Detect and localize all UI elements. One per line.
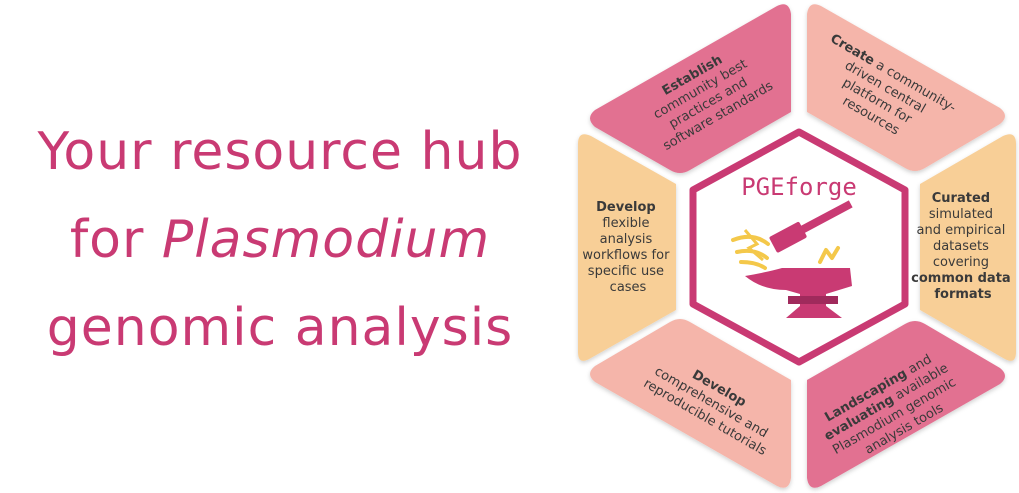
segment-bottom-right <box>807 321 1005 488</box>
left-line-6: cases <box>610 280 647 295</box>
left-line-1-bold: Develop <box>596 200 656 215</box>
right-line-4: datasets <box>933 239 989 254</box>
segment-right <box>920 134 1016 361</box>
right-line-6-bold: common data <box>911 271 1011 286</box>
headline-line-1: Your resource hub <box>37 122 523 182</box>
segment-top-left <box>590 4 791 174</box>
headline-line-2-italic: Plasmodium <box>161 210 491 270</box>
right-line-2: simulated <box>929 207 993 222</box>
svg-text:Curated simulated: Curated simulated and empirical datasets… <box>911 191 1015 302</box>
right-line-5: covering <box>933 255 989 270</box>
segment-left-text: Develop flexible analysis workflows for … <box>582 200 673 295</box>
segment-top-right <box>807 4 1005 172</box>
headline: Your resource hub for Plasmodium genomic… <box>0 108 560 372</box>
headline-line-2: for Plasmodium <box>0 196 560 284</box>
anvil-hammer-icon <box>731 200 853 318</box>
left-line-2: flexible <box>602 216 649 231</box>
right-line-3: and empirical <box>917 223 1006 238</box>
left-line-4: workflows for <box>582 248 670 263</box>
right-line-1-bold: Curated <box>932 191 990 206</box>
left-line-5: specific use <box>588 264 664 279</box>
segment-bottom-left <box>590 319 791 488</box>
left-line-3: analysis <box>600 232 653 247</box>
svg-text:Develop flexible a: Develop flexible analysis workflows for … <box>582 200 673 295</box>
logo-hexagon <box>689 128 909 366</box>
segment-left <box>578 134 676 361</box>
pgeforge-logo: PGEforge <box>689 128 909 366</box>
right-line-7-bold: formats <box>934 287 992 302</box>
segment-right-text: Curated simulated and empirical datasets… <box>911 191 1015 302</box>
headline-line-2-prefix: for <box>69 210 162 270</box>
logo-text: PGEforge <box>741 173 857 201</box>
headline-line-3: genomic analysis <box>46 298 514 358</box>
